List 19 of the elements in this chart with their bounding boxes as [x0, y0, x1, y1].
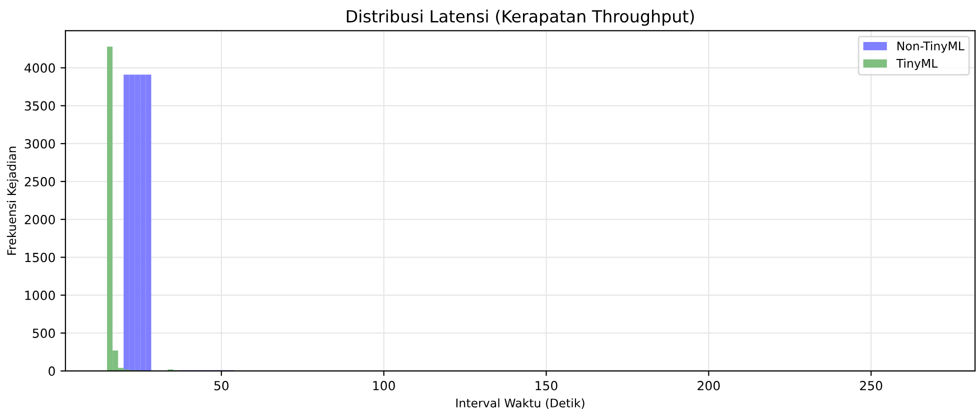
y-tick-label: 2000 [24, 214, 55, 224]
y-tick-label: 500 [32, 328, 55, 338]
x-tick-label: 50 [214, 380, 229, 390]
y-tick-label: 3500 [24, 101, 55, 111]
x-tick-label: 150 [536, 380, 558, 390]
x-tick-label: 100 [373, 380, 395, 390]
y-tick-label: 4000 [24, 63, 55, 73]
legend-label: TinyML [896, 58, 938, 70]
legend-label: Non-TinyML [898, 41, 964, 53]
x-axis-title: Interval Waktu (Detik) [456, 398, 584, 409]
x-tick-label: 250 [860, 380, 882, 390]
y-axis-title: Frekuensi Kejadian [6, 146, 18, 255]
y-tick-label: 3000 [24, 139, 55, 149]
chart-title: Distribusi Latensi (Kerapatan Throughput) [346, 10, 694, 26]
x-tick-label: 200 [698, 380, 720, 390]
y-tick-label: 2500 [24, 176, 55, 186]
y-tick-label: 1000 [25, 290, 55, 300]
y-tick-label: 1500 [25, 252, 55, 262]
y-tick-label: 0 [48, 366, 55, 376]
